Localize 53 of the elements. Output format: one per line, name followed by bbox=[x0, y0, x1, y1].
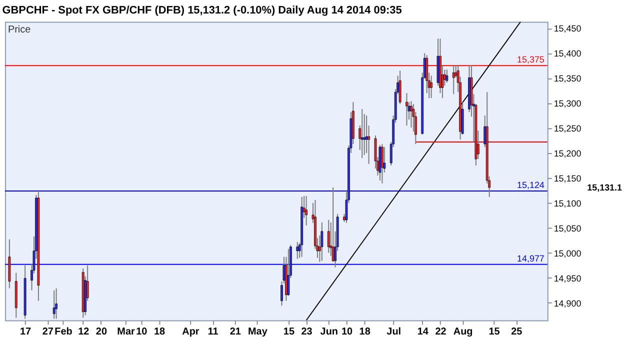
x-tick-label: 27 bbox=[42, 326, 54, 338]
candlestick bbox=[305, 195, 308, 226]
x-tick-label: 15 bbox=[283, 326, 295, 338]
y-tick-label: 15,400 bbox=[554, 48, 582, 59]
y-tick-label: 15,200 bbox=[554, 148, 582, 158]
x-tick-label: Feb bbox=[54, 326, 72, 338]
candlestick bbox=[452, 65, 455, 95]
y-tick-label: 14,950 bbox=[554, 273, 582, 284]
chart-title: GBPCHF - Spot FX GBP/CHF (DFB) 15,131.2 (-0.10%) Daily Aug 14 2014 09:35 bbox=[2, 4, 402, 17]
candlestick bbox=[430, 75, 432, 99]
y-tick-label: 15,100 bbox=[554, 198, 582, 208]
x-tick-label: 25 bbox=[511, 326, 523, 338]
y-tick-label: 15,050 bbox=[554, 223, 582, 234]
x-tick-label: 17 bbox=[20, 326, 32, 338]
y-tick-label: 15,350 bbox=[554, 74, 582, 84]
x-tick-label: 10 bbox=[136, 326, 148, 338]
candlestick bbox=[410, 100, 412, 128]
ref-line-label: 15,124 bbox=[517, 180, 544, 190]
y-tick-label: 15,000 bbox=[554, 248, 582, 258]
y-tick-label: 14,900 bbox=[554, 298, 582, 308]
x-tick-label: 20 bbox=[96, 326, 108, 338]
candlestick bbox=[406, 92, 408, 126]
x-tick-label: 18 bbox=[359, 326, 371, 338]
annotation: Price bbox=[8, 24, 32, 36]
x-tick-label: Mar bbox=[117, 326, 135, 338]
ref-line-label: 14,977 bbox=[517, 253, 544, 264]
x-tick-label: Apr bbox=[182, 326, 200, 338]
x-tick-label: 18 bbox=[154, 326, 166, 338]
x-tick-label: Aug bbox=[453, 326, 473, 338]
candlestick bbox=[327, 219, 330, 254]
x-tick-label: Jun bbox=[320, 326, 338, 338]
text: 15,131.1 bbox=[587, 182, 622, 192]
x-tick-label: 10 bbox=[341, 326, 353, 338]
x-tick-label: 14 bbox=[417, 326, 429, 338]
x-tick-label: 15 bbox=[488, 326, 500, 338]
x-tick-label: 12 bbox=[78, 326, 90, 338]
candlestick bbox=[55, 288, 58, 320]
x-tick-label: 21 bbox=[230, 326, 242, 338]
y-tick-label: 15,300 bbox=[554, 98, 582, 109]
y-tick-label: 15,250 bbox=[554, 124, 582, 134]
x-tick-label: May bbox=[248, 326, 268, 338]
x-tick-label: 23 bbox=[301, 326, 313, 338]
candlestick bbox=[52, 290, 56, 320]
candlestick bbox=[360, 108, 364, 159]
ref-line-label: 15,375 bbox=[517, 54, 544, 65]
x-tick-label: Jul bbox=[386, 326, 402, 338]
candlestick bbox=[296, 241, 299, 260]
candlestick bbox=[381, 144, 384, 184]
y-tick-label: 15,450 bbox=[554, 24, 582, 34]
y-tick-label: 15,150 bbox=[554, 173, 582, 184]
x-tick-label: 22 bbox=[435, 326, 447, 338]
candlestick bbox=[426, 54, 428, 94]
x-tick-label: 11 bbox=[208, 326, 219, 338]
